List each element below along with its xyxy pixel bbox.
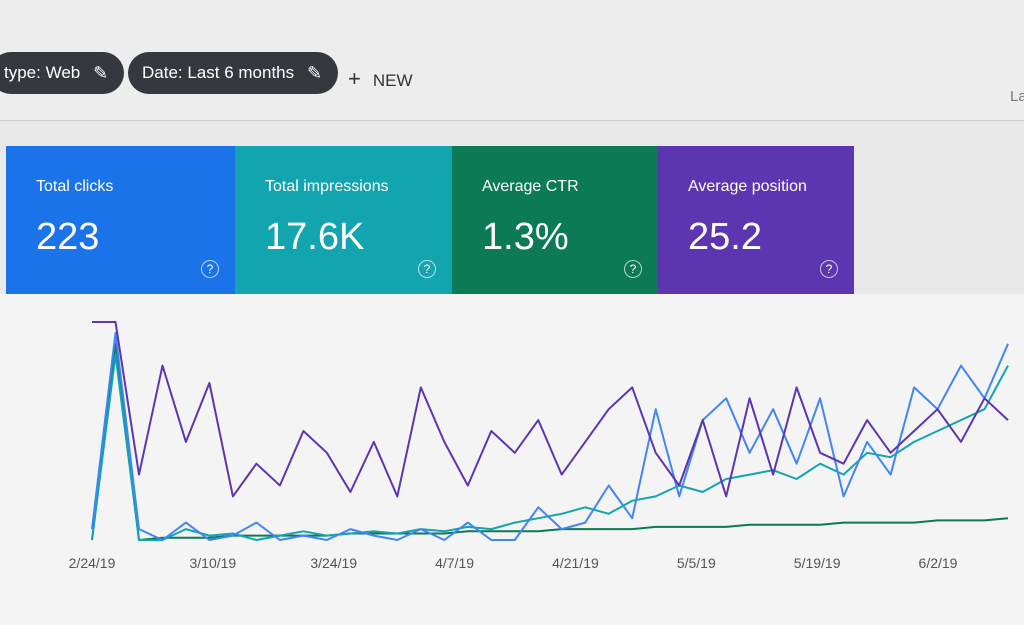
metric-card[interactable]: Average CTR 1.3%? bbox=[452, 146, 658, 294]
filter-chip[interactable]: type: Web bbox=[0, 52, 125, 94]
metric-card[interactable]: Total clicks 223? bbox=[6, 146, 235, 294]
metric-label: Total impressions bbox=[265, 178, 389, 195]
x-tick-label: 3/24/19 bbox=[310, 555, 357, 571]
metric-value: 223 bbox=[36, 216, 100, 258]
series-line bbox=[91, 353, 1009, 541]
x-tick-label: 6/2/19 bbox=[919, 555, 958, 571]
chart-panel bbox=[0, 294, 1024, 625]
filter-chip[interactable]: Date: Last 6 months bbox=[128, 52, 339, 94]
metric-card[interactable]: Total impressions 17.6K? bbox=[235, 146, 452, 294]
help-icon[interactable]: ? bbox=[624, 260, 642, 278]
x-tick-label: 5/5/19 bbox=[677, 555, 716, 571]
metric-label: Average CTR bbox=[482, 178, 579, 195]
series-line bbox=[92, 321, 1009, 498]
series-line bbox=[91, 331, 1009, 541]
series-line bbox=[91, 342, 1009, 541]
help-icon[interactable]: ? bbox=[820, 260, 838, 278]
x-tick-label: 3/10/19 bbox=[189, 555, 236, 571]
x-tick-label: 4/21/19 bbox=[552, 555, 599, 571]
metric-value: 25.2 bbox=[688, 216, 762, 258]
x-tick-label: 5/19/19 bbox=[794, 555, 841, 571]
help-icon[interactable]: ? bbox=[201, 260, 219, 278]
new-button[interactable]: + NEW bbox=[348, 66, 413, 91]
x-tick-label: 2/24/19 bbox=[69, 555, 116, 571]
metric-value: 1.3% bbox=[482, 216, 569, 258]
metric-label: Total clicks bbox=[36, 178, 114, 195]
metric-card[interactable]: Average position 25.2? bbox=[658, 146, 854, 294]
toolbar: type: Web Date: Last 6 months +NEW La bbox=[0, 0, 1024, 121]
right-text: La bbox=[1010, 88, 1024, 105]
metric-label: Average position bbox=[688, 178, 807, 195]
x-tick-label: 4/7/19 bbox=[435, 555, 474, 571]
new-label: NEW bbox=[372, 71, 413, 90]
help-icon[interactable]: ? bbox=[418, 260, 436, 278]
metric-value: 17.6K bbox=[265, 216, 365, 258]
